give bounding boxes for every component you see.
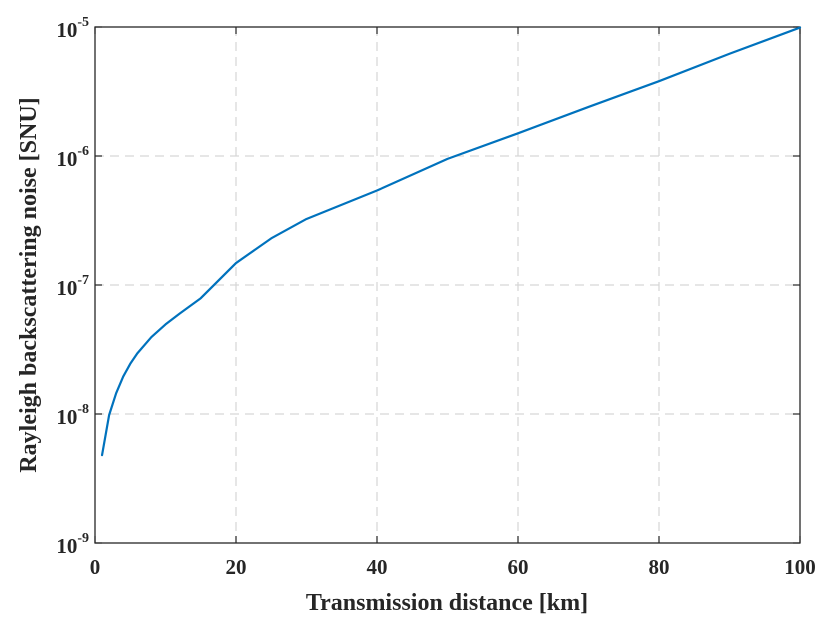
- x-tick-labels: 0 20 40 60 80 100: [90, 555, 816, 579]
- x-tick-label: 80: [649, 555, 670, 579]
- x-tick-label: 0: [90, 555, 101, 579]
- y-tick-label: 10-8: [56, 402, 89, 429]
- grid-lines: [95, 27, 800, 543]
- x-tick-label: 100: [784, 555, 816, 579]
- y-axis-label: Rayleigh backscattering noise [SNU]: [16, 97, 42, 472]
- x-tick-label: 60: [508, 555, 529, 579]
- tick-marks: [94, 26, 801, 544]
- series-line-0: [100, 26, 802, 457]
- x-axis-label: Transmission distance [km]: [306, 590, 588, 616]
- y-tick-labels: 10-9 10-8 10-7 10-6 10-5: [56, 15, 89, 558]
- y-tick-label: 10-9: [56, 531, 89, 558]
- x-tick-label: 40: [367, 555, 388, 579]
- y-tick-label: 10-7: [56, 273, 89, 300]
- y-tick-label: 10-5: [56, 15, 89, 42]
- y-tick-label: 10-6: [56, 144, 89, 171]
- series-group: [100, 26, 802, 457]
- x-tick-label: 20: [226, 555, 247, 579]
